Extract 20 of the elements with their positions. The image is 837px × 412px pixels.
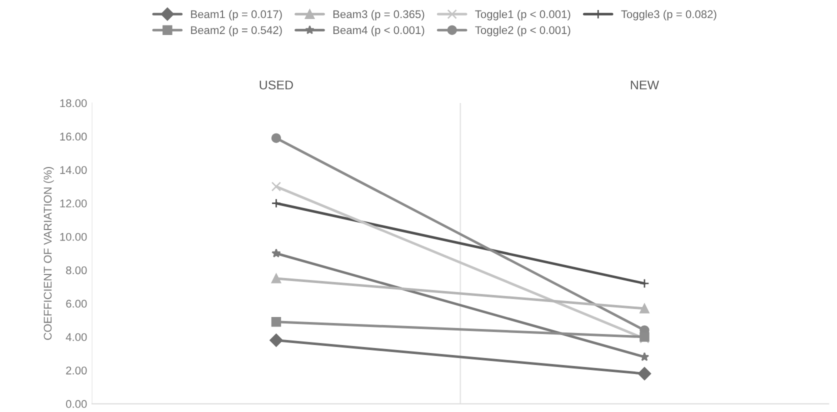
legend-label: Toggle3 (p = 0.082) — [621, 10, 716, 20]
legend-label: Beam2 (p = 0.542) — [191, 26, 282, 36]
y-tick-label: 10.00 — [60, 232, 87, 241]
legend-label: Toggle2 (p < 0.001) — [475, 26, 570, 36]
legend-label: Toggle1 (p < 0.001) — [475, 10, 570, 20]
y-tick-label: 6.00 — [66, 300, 87, 308]
y-tick-label: 0.00 — [66, 400, 87, 408]
y-tick-label: 4.00 — [66, 333, 87, 342]
y-axis-title: COEFFICIENT OF VARIATION (%) — [43, 167, 54, 340]
y-tick-label: 16.00 — [60, 132, 87, 141]
y-tick-label: 8.00 — [66, 266, 87, 274]
y-tick-label: 18.00 — [60, 99, 87, 108]
y-tick-label: 14.00 — [60, 166, 87, 174]
legend-label: Beam1 (p = 0.017) — [191, 10, 282, 20]
y-tick-label: 12.00 — [60, 200, 87, 208]
legend-label: Beam4 (p < 0.001) — [333, 26, 424, 36]
legend-label: Beam3 (p = 0.365) — [333, 10, 424, 20]
x-tick-label: NEW — [630, 80, 660, 90]
y-tick-label: 2.00 — [66, 366, 87, 374]
x-tick-label: USED — [260, 80, 293, 90]
